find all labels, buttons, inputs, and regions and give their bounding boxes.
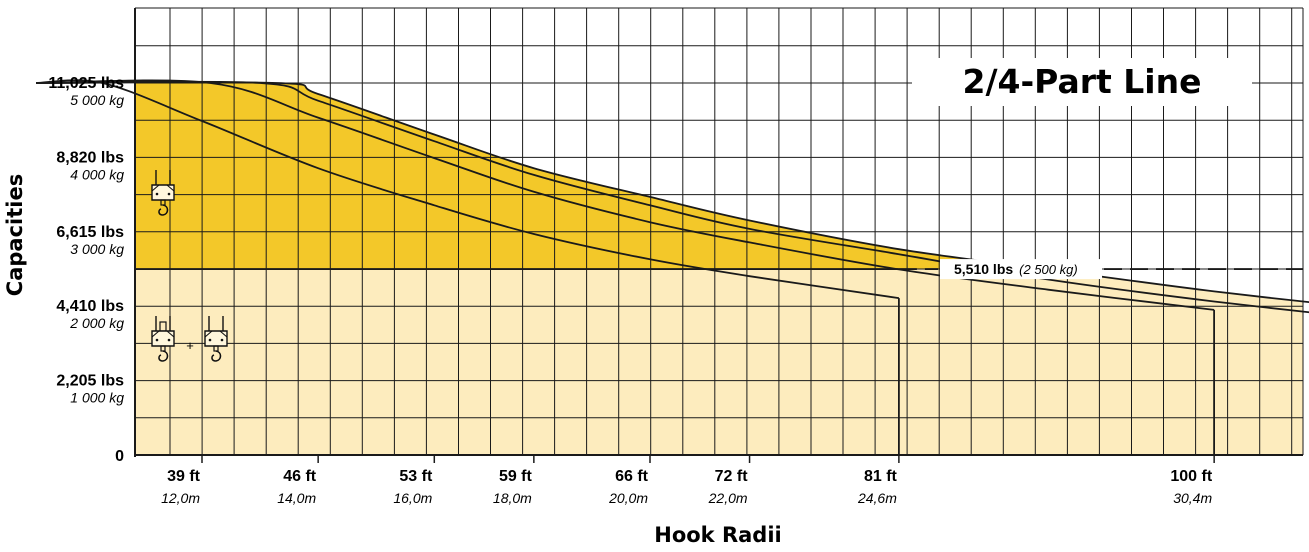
double-hook-block-icon-left — [151, 316, 175, 362]
x-tick-label-1: 39 ft — [167, 468, 201, 485]
hook-bolt-left — [155, 192, 159, 196]
x-tick-sublabel-2: 14,0m — [277, 490, 316, 506]
x-tick-label-6: 72 ft — [715, 468, 749, 485]
x-axis-labels: 39 ft 12,0m 46 ft 14,0m 53 ft 16,0m 59 ft 18,0m… — [161, 455, 1215, 506]
x-tick-sublabel-7: 24,6m — [857, 490, 897, 506]
x-tick-sublabel-5: 20,0m — [608, 490, 648, 506]
capacity-curve-3 — [36, 80, 1309, 314]
hook-block-detail — [151, 184, 175, 192]
hook-block-body — [204, 330, 228, 347]
y-tick-label-4: 6,615 lbs — [56, 224, 124, 241]
y-tick-label-5: 8,820 lbs — [56, 149, 124, 166]
y-tick-label-3: 4,410 lbs — [56, 298, 124, 315]
capacity-curve-1 — [36, 79, 900, 299]
hook-curve — [158, 350, 169, 362]
y-tick-sublabel-4: 3 000 kg — [70, 241, 124, 257]
y-tick-label-2: 2,205 lbs — [56, 373, 124, 390]
y-tick-sublabel-2: 1 000 kg — [70, 390, 124, 406]
y-tick-sublabel-3: 2 000 kg — [69, 315, 124, 331]
high-capacity-zone — [135, 80, 1303, 270]
title-backdrop — [912, 58, 1252, 106]
hook-bolt-right — [167, 338, 171, 342]
hook-curve — [211, 350, 222, 362]
threshold-line: 5,510 lbs (2 500 kg) — [135, 259, 1303, 280]
hook-curve — [158, 204, 169, 216]
y-tick-sublabel-5: 4 000 kg — [70, 166, 124, 182]
y-tick-label-1: 0 — [115, 448, 124, 465]
y-tick-label-6: 11,025 lbs — [48, 75, 124, 92]
single-hook-block-icon — [151, 170, 175, 216]
hook-icons: + — [151, 170, 228, 362]
x-tick-label-8: 100 ft — [1170, 468, 1212, 485]
x-tick-sublabel-4: 18,0m — [493, 490, 532, 506]
y-axis-title: Capacities — [3, 174, 27, 296]
plot-frame — [134, 7, 1304, 457]
hook-bolt-right — [167, 192, 171, 196]
x-axis-title: Hook Radii — [654, 523, 781, 547]
x-tick-label-3: 53 ft — [399, 468, 433, 485]
x-tick-sublabel-8: 30,4m — [1173, 490, 1212, 506]
threshold-label: 5,510 lbs (2 500 kg) — [954, 261, 1078, 277]
threshold-kg: (2 500 kg) — [1019, 262, 1078, 277]
x-tick-label-5: 66 ft — [615, 468, 649, 485]
hook-block-body — [151, 184, 175, 201]
x-tick-label-2: 46 ft — [283, 468, 317, 485]
double-hook-block-icon-right — [204, 316, 228, 362]
capacity-curve-2 — [36, 79, 1215, 311]
x-tick-label-7: 81 ft — [864, 468, 898, 485]
hook-bolt-left — [155, 338, 159, 342]
hook-block-detail — [204, 330, 228, 338]
y-tick-sublabel-6: 5 000 kg — [70, 92, 124, 108]
standard-capacity-zone — [135, 269, 1303, 455]
x-tick-sublabel-1: 12,0m — [161, 490, 200, 506]
plus-sign: + — [186, 338, 194, 353]
hook-bolt-left — [208, 338, 212, 342]
hook-block-detail — [151, 330, 175, 338]
chart-title: 2/4-Part Line — [963, 62, 1202, 101]
hook-bolt-right — [220, 338, 224, 342]
x-tick-sublabel-3: 16,0m — [393, 490, 432, 506]
threshold-label-backdrop — [940, 259, 1102, 280]
x-tick-sublabel-6: 22,0m — [708, 490, 748, 506]
x-tick-label-4: 59 ft — [499, 468, 533, 485]
threshold-lbs: 5,510 lbs — [954, 261, 1013, 277]
hook-block-body — [151, 330, 175, 347]
